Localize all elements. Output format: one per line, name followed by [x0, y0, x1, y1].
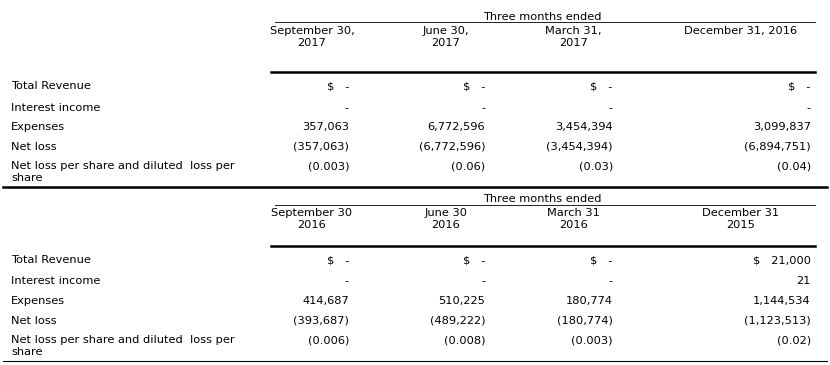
Text: (0.006): (0.006): [308, 335, 349, 345]
Text: (1,123,513): (1,123,513): [744, 316, 811, 326]
Text: (357,063): (357,063): [293, 142, 349, 152]
Text: -: -: [481, 276, 485, 287]
Text: 21: 21: [796, 276, 811, 287]
Text: (6,772,596): (6,772,596): [418, 142, 485, 152]
Text: 3,099,837: 3,099,837: [753, 122, 811, 132]
Text: Total Revenue: Total Revenue: [11, 81, 91, 91]
Text: 180,774: 180,774: [566, 296, 613, 306]
Text: $   -: $ -: [462, 81, 485, 91]
Text: (0.008): (0.008): [443, 335, 485, 345]
Text: Interest income: Interest income: [11, 276, 100, 287]
Text: -: -: [608, 103, 613, 113]
Text: (489,222): (489,222): [430, 316, 485, 326]
Text: 3,454,394: 3,454,394: [555, 122, 613, 132]
Text: Net loss: Net loss: [11, 142, 56, 152]
Text: Interest income: Interest income: [11, 103, 100, 113]
Text: Total Revenue: Total Revenue: [11, 255, 91, 265]
Text: -: -: [481, 103, 485, 113]
Text: September 30
2016: September 30 2016: [271, 208, 353, 230]
Text: March 31,
2017: March 31, 2017: [545, 26, 602, 48]
Text: (0.06): (0.06): [451, 161, 485, 172]
Text: (0.02): (0.02): [777, 335, 811, 345]
Text: June 30
2016: June 30 2016: [424, 208, 467, 230]
Text: September 30,
2017: September 30, 2017: [270, 26, 354, 48]
Text: Expenses: Expenses: [11, 296, 65, 306]
Text: -: -: [608, 276, 613, 287]
Text: Three months ended: Three months ended: [484, 193, 602, 204]
Text: (6,894,751): (6,894,751): [745, 142, 811, 152]
Text: (393,687): (393,687): [293, 316, 349, 326]
Text: Net loss per share and diluted  loss per
share: Net loss per share and diluted loss per …: [11, 335, 235, 357]
Text: Net loss: Net loss: [11, 316, 56, 326]
Text: $   -: $ -: [590, 81, 613, 91]
Text: (0.003): (0.003): [308, 161, 349, 172]
Text: Three months ended: Three months ended: [484, 12, 602, 22]
Text: $   21,000: $ 21,000: [753, 255, 811, 265]
Text: December 31, 2016: December 31, 2016: [684, 26, 798, 36]
Text: Net loss per share and diluted  loss per
share: Net loss per share and diluted loss per …: [11, 161, 235, 183]
Text: (0.04): (0.04): [777, 161, 811, 172]
Text: $   -: $ -: [327, 255, 349, 265]
Text: (0.03): (0.03): [579, 161, 613, 172]
Text: -: -: [345, 276, 349, 287]
Text: 6,772,596: 6,772,596: [427, 122, 485, 132]
Text: -: -: [345, 103, 349, 113]
Text: $   -: $ -: [788, 81, 811, 91]
Text: March 31
2016: March 31 2016: [547, 208, 600, 230]
Text: 414,687: 414,687: [302, 296, 349, 306]
Text: 1,144,534: 1,144,534: [753, 296, 811, 306]
Text: 510,225: 510,225: [438, 296, 485, 306]
Text: (0.003): (0.003): [571, 335, 613, 345]
Text: Expenses: Expenses: [11, 122, 65, 132]
Text: June 30,
2017: June 30, 2017: [422, 26, 469, 48]
Text: $   -: $ -: [327, 81, 349, 91]
Text: (180,774): (180,774): [557, 316, 613, 326]
Text: 357,063: 357,063: [302, 122, 349, 132]
Text: December 31
2015: December 31 2015: [702, 208, 779, 230]
Text: $   -: $ -: [590, 255, 613, 265]
Text: (3,454,394): (3,454,394): [546, 142, 613, 152]
Text: $   -: $ -: [462, 255, 485, 265]
Text: -: -: [807, 103, 811, 113]
